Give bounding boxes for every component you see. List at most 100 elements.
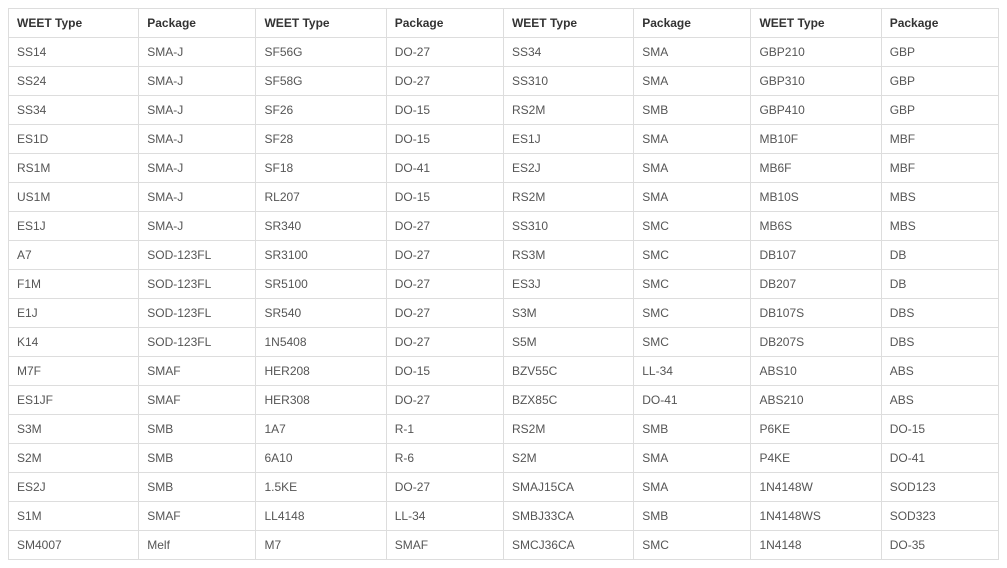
- table-cell: SMC: [634, 241, 751, 270]
- table-cell: SMC: [634, 531, 751, 560]
- table-cell: 1A7: [256, 415, 386, 444]
- table-cell: DO-41: [881, 444, 998, 473]
- table-cell: ES1D: [9, 125, 139, 154]
- table-row: S3MSMB1A7R-1RS2MSMBP6KEDO-15: [9, 415, 999, 444]
- table-row: ES1JSMA-JSR340DO-27SS310SMCMB6SMBS: [9, 212, 999, 241]
- table-cell: DO-27: [386, 38, 503, 67]
- table-cell: SMB: [634, 415, 751, 444]
- table-cell: 1N4148: [751, 531, 881, 560]
- table-cell: P4KE: [751, 444, 881, 473]
- table-cell: Melf: [139, 531, 256, 560]
- table-cell: SF56G: [256, 38, 386, 67]
- table-row: F1MSOD-123FLSR5100DO-27ES3JSMCDB207DB: [9, 270, 999, 299]
- col-header: Package: [634, 9, 751, 38]
- table-cell: E1J: [9, 299, 139, 328]
- table-cell: MB6F: [751, 154, 881, 183]
- table-cell: SMA-J: [139, 125, 256, 154]
- table-cell: DBS: [881, 328, 998, 357]
- table-cell: SMAF: [139, 386, 256, 415]
- table-cell: SOD123: [881, 473, 998, 502]
- table-cell: DO-15: [386, 183, 503, 212]
- table-cell: MB6S: [751, 212, 881, 241]
- table-cell: SF26: [256, 96, 386, 125]
- table-cell: GBP: [881, 38, 998, 67]
- col-header: WEET Type: [9, 9, 139, 38]
- table-cell: MBS: [881, 212, 998, 241]
- table-cell: DO-27: [386, 299, 503, 328]
- table-cell: RS2M: [503, 96, 633, 125]
- table-cell: RL207: [256, 183, 386, 212]
- table-cell: SMA: [634, 67, 751, 96]
- table-cell: DO-27: [386, 270, 503, 299]
- table-cell: 1N5408: [256, 328, 386, 357]
- table-cell: ES2J: [503, 154, 633, 183]
- table-cell: SMAJ15CA: [503, 473, 633, 502]
- table-cell: S2M: [9, 444, 139, 473]
- table-cell: SMA: [634, 183, 751, 212]
- table-row: E1JSOD-123FLSR540DO-27S3MSMCDB107SDBS: [9, 299, 999, 328]
- table-cell: SM4007: [9, 531, 139, 560]
- table-cell: BZV55C: [503, 357, 633, 386]
- table-cell: HER308: [256, 386, 386, 415]
- table-cell: DB107: [751, 241, 881, 270]
- table-cell: M7F: [9, 357, 139, 386]
- table-row: S1MSMAFLL4148LL-34SMBJ33CASMB1N4148WSSOD…: [9, 502, 999, 531]
- table-cell: SOD-123FL: [139, 270, 256, 299]
- table-cell: SMAF: [139, 357, 256, 386]
- table-cell: SMA-J: [139, 154, 256, 183]
- table-cell: SMA: [634, 125, 751, 154]
- table-cell: ABS210: [751, 386, 881, 415]
- col-header: Package: [139, 9, 256, 38]
- table-cell: 1.5KE: [256, 473, 386, 502]
- table-cell: SR540: [256, 299, 386, 328]
- table-row: ES1DSMA-JSF28DO-15ES1JSMAMB10FMBF: [9, 125, 999, 154]
- table-cell: BZX85C: [503, 386, 633, 415]
- table-cell: R-6: [386, 444, 503, 473]
- table-cell: R-1: [386, 415, 503, 444]
- table-cell: DO-41: [386, 154, 503, 183]
- table-cell: SF18: [256, 154, 386, 183]
- table-cell: SMAF: [386, 531, 503, 560]
- table-cell: SMB: [139, 473, 256, 502]
- table-header: WEET Type Package WEET Type Package WEET…: [9, 9, 999, 38]
- table-cell: ABS: [881, 357, 998, 386]
- table-cell: 6A10: [256, 444, 386, 473]
- table-cell: SOD-123FL: [139, 241, 256, 270]
- table-cell: MB10S: [751, 183, 881, 212]
- table-cell: MB10F: [751, 125, 881, 154]
- table-cell: SMB: [634, 96, 751, 125]
- table-cell: GBP: [881, 67, 998, 96]
- table-cell: ES1JF: [9, 386, 139, 415]
- table-cell: DO-35: [881, 531, 998, 560]
- table-cell: DO-15: [386, 96, 503, 125]
- table-cell: SOD-123FL: [139, 299, 256, 328]
- table-row: A7SOD-123FLSR3100DO-27RS3MSMCDB107DB: [9, 241, 999, 270]
- table-cell: M7: [256, 531, 386, 560]
- table-cell: DO-27: [386, 386, 503, 415]
- table-cell: GBP310: [751, 67, 881, 96]
- table-cell: RS1M: [9, 154, 139, 183]
- table-cell: GBP: [881, 96, 998, 125]
- col-header: WEET Type: [503, 9, 633, 38]
- table-cell: SR3100: [256, 241, 386, 270]
- table-row: RS1MSMA-JSF18DO-41ES2JSMAMB6FMBF: [9, 154, 999, 183]
- table-cell: ABS10: [751, 357, 881, 386]
- table-cell: DBS: [881, 299, 998, 328]
- table-cell: S1M: [9, 502, 139, 531]
- table-cell: A7: [9, 241, 139, 270]
- table-cell: SMC: [634, 212, 751, 241]
- table-cell: SMA-J: [139, 38, 256, 67]
- table-cell: GBP210: [751, 38, 881, 67]
- table-cell: ES1J: [9, 212, 139, 241]
- table-row: K14SOD-123FL1N5408DO-27S5MSMCDB207SDBS: [9, 328, 999, 357]
- table-cell: S3M: [9, 415, 139, 444]
- table-cell: SS34: [9, 96, 139, 125]
- table-cell: K14: [9, 328, 139, 357]
- table-cell: 1N4148WS: [751, 502, 881, 531]
- table-cell: SMBJ33CA: [503, 502, 633, 531]
- table-cell: SMA-J: [139, 212, 256, 241]
- table-cell: ES2J: [9, 473, 139, 502]
- table-cell: LL-34: [386, 502, 503, 531]
- table-cell: DO-15: [386, 357, 503, 386]
- table-cell: HER208: [256, 357, 386, 386]
